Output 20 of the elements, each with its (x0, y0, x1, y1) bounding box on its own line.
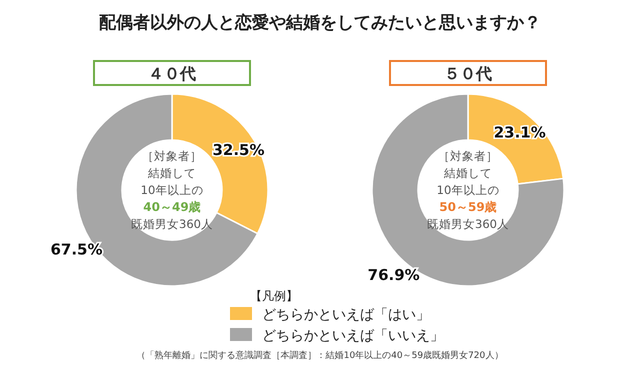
text: 10年以上の (436, 183, 500, 197)
text: ［対象者］ (142, 149, 202, 163)
text: 40～49歳 (143, 200, 201, 214)
chart-title: 配偶者以外の人と恋愛や結婚をしてみたいと思いますか？ (99, 13, 541, 33)
text: 既婚男女360人 (131, 217, 213, 231)
chart-subtitle: ５０代 (444, 64, 492, 83)
text: 既婚男女360人 (427, 217, 509, 231)
legend-title: 【凡例】 (250, 289, 298, 303)
legend-label: どちらかといえば「はい」 (262, 307, 430, 323)
legend-label: どちらかといえば「いいえ」 (262, 328, 444, 344)
text: （「熟年離婚」に関する意識調査［本調査］：結婚10年以上の40～59歳既婚男女720人） (136, 350, 504, 361)
data-label: 67.5% (50, 240, 103, 259)
data-label: 23.1% (494, 124, 546, 142)
text: 50～59歳 (439, 200, 497, 214)
text: 10年以上の (140, 183, 204, 197)
data-label: 76.9% (368, 266, 420, 284)
text: 結婚して (147, 166, 196, 180)
chart-subtitle: ４０代 (148, 64, 196, 83)
text: ［対象者］ (438, 149, 498, 163)
text: 結婚して (443, 166, 492, 180)
